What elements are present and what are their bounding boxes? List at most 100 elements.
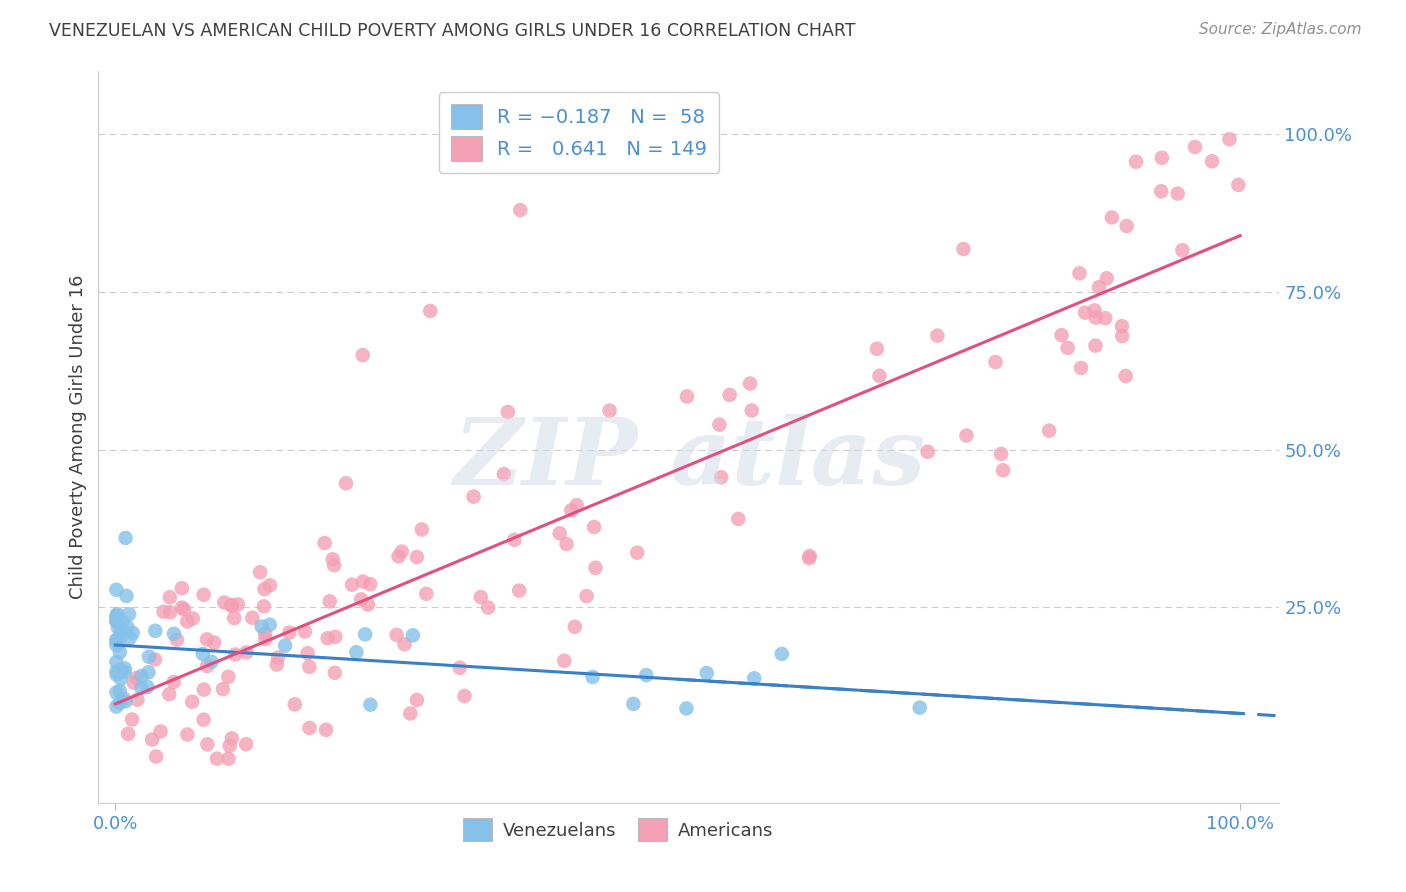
Point (402, 628, 425, 642)
Point (799, 551, 821, 566)
Point (115, 589, 138, 603)
Point (105, 655, 128, 669)
Point (626, 546, 648, 560)
Point (254, 626, 277, 640)
Point (1150, 184, 1173, 198)
Point (560, 503, 582, 517)
Point (564, 620, 586, 634)
Point (218, 739, 240, 753)
Point (509, 203, 531, 218)
Point (1171, 244, 1194, 258)
Point (266, 657, 288, 672)
Y-axis label: Child Poverty Among Girls Under 16: Child Poverty Among Girls Under 16 (69, 275, 87, 599)
Point (1201, 154, 1223, 169)
Point (145, 749, 167, 764)
Point (718, 388, 741, 402)
Point (1184, 140, 1206, 154)
Point (181, 695, 204, 709)
Point (709, 417, 731, 432)
Point (114, 694, 136, 708)
Point (224, 648, 246, 662)
Legend: Venezuelans, Americans: Venezuelans, Americans (456, 811, 780, 848)
Point (359, 698, 381, 712)
Point (984, 355, 1007, 369)
Point (415, 587, 437, 601)
Point (176, 615, 198, 629)
Point (284, 698, 307, 712)
Point (108, 663, 131, 677)
Text: VENEZUELAN VS AMERICAN CHILD POVERTY AMONG GIRLS UNDER 16 CORRELATION CHART: VENEZUELAN VS AMERICAN CHILD POVERTY AMO… (49, 22, 856, 40)
Point (352, 348, 374, 362)
Point (477, 600, 499, 615)
Point (405, 550, 427, 565)
Point (127, 692, 149, 706)
Point (105, 665, 128, 679)
Point (453, 689, 475, 703)
Point (114, 531, 136, 545)
Point (1115, 369, 1137, 384)
Point (143, 652, 166, 666)
Point (1074, 305, 1097, 319)
Point (399, 706, 422, 721)
Point (110, 624, 132, 638)
Point (294, 624, 316, 639)
Point (463, 490, 485, 504)
Point (385, 628, 408, 642)
Point (193, 713, 215, 727)
Point (117, 620, 139, 634)
Point (105, 615, 128, 629)
Point (675, 701, 697, 715)
Point (202, 635, 225, 649)
Point (449, 661, 471, 675)
Point (114, 665, 136, 679)
Point (105, 633, 128, 648)
Point (253, 582, 276, 596)
Point (253, 599, 276, 614)
Point (508, 583, 530, 598)
Point (391, 544, 413, 558)
Point (344, 645, 367, 659)
Point (105, 632, 128, 647)
Point (1125, 154, 1147, 169)
Point (908, 700, 931, 714)
Point (141, 732, 163, 747)
Text: Source: ZipAtlas.com: Source: ZipAtlas.com (1198, 22, 1361, 37)
Point (1038, 424, 1060, 438)
Point (323, 558, 346, 573)
Point (1115, 219, 1137, 233)
Point (1084, 310, 1107, 325)
Point (470, 590, 492, 604)
Point (157, 687, 180, 701)
Point (111, 628, 134, 642)
Point (111, 614, 134, 628)
Point (585, 561, 607, 575)
Point (131, 669, 153, 683)
Point (335, 476, 357, 491)
Point (136, 680, 159, 694)
Point (107, 636, 129, 650)
Point (221, 731, 243, 746)
Point (1050, 328, 1073, 343)
Point (138, 649, 160, 664)
Point (105, 685, 128, 699)
Point (197, 737, 219, 751)
Point (195, 632, 218, 647)
Point (108, 684, 131, 698)
Point (217, 670, 239, 684)
Point (917, 444, 939, 458)
Point (696, 666, 718, 681)
Point (193, 682, 215, 697)
Point (121, 626, 143, 640)
Point (866, 342, 889, 356)
Point (1069, 266, 1091, 280)
Point (110, 672, 132, 686)
Point (193, 588, 215, 602)
Point (496, 405, 519, 419)
Point (599, 403, 621, 417)
Point (394, 637, 416, 651)
Point (727, 512, 749, 526)
Point (195, 659, 218, 673)
Point (125, 671, 148, 685)
Point (170, 600, 193, 615)
Point (955, 428, 977, 442)
